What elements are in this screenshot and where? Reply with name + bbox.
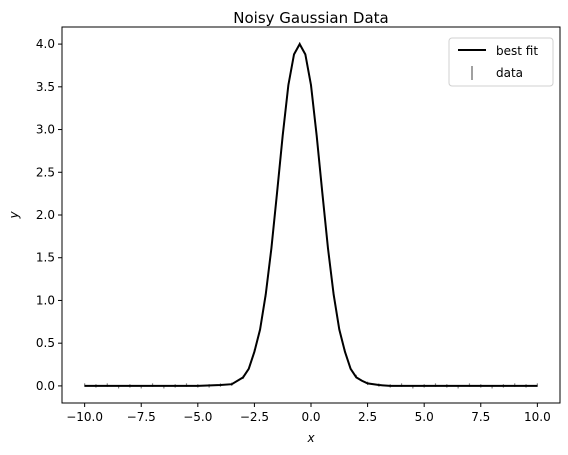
plot-area: [61, 26, 561, 404]
y-tick-label: 4.0: [36, 37, 55, 51]
y-tick-label: 2.0: [36, 208, 55, 222]
y-tick-label: 3.0: [36, 123, 55, 137]
x-tick-label: 10.0: [524, 410, 551, 424]
x-tick-label: 7.5: [471, 410, 490, 424]
y-tick-label: 0.5: [36, 336, 55, 350]
y-tick-label: 3.5: [36, 80, 55, 94]
x-tick-label: −2.5: [240, 410, 269, 424]
legend-label-best-fit: best fit: [496, 44, 538, 58]
y-axis-label: y: [7, 211, 21, 220]
x-tick-label: 5.0: [415, 410, 434, 424]
x-tick-label: 0.0: [301, 410, 320, 424]
x-tick-label: −5.0: [183, 410, 212, 424]
chart-title: Noisy Gaussian Data: [233, 9, 388, 27]
y-tick-label: 1.0: [36, 293, 55, 307]
x-axis-label: x: [306, 431, 315, 445]
y-tick-label: 2.5: [36, 165, 55, 179]
x-axis: −10.0 −7.5 −5.0 −2.5 0.0 2.5 5.0 7.5 10.0: [66, 403, 551, 424]
y-axis: 0.0 0.5 1.0 1.5 2.0 2.5 3.0 3.5 4.0: [36, 37, 62, 393]
y-tick-label: 1.5: [36, 251, 55, 265]
x-tick-label: 2.5: [358, 410, 377, 424]
y-tick-label: 0.0: [36, 379, 55, 393]
legend-label-data: data: [496, 66, 523, 80]
x-tick-label: −7.5: [127, 410, 156, 424]
best-fit-line: [84, 42, 538, 387]
legend: best fit data: [448, 37, 554, 87]
x-tick-label: −10.0: [66, 410, 103, 424]
